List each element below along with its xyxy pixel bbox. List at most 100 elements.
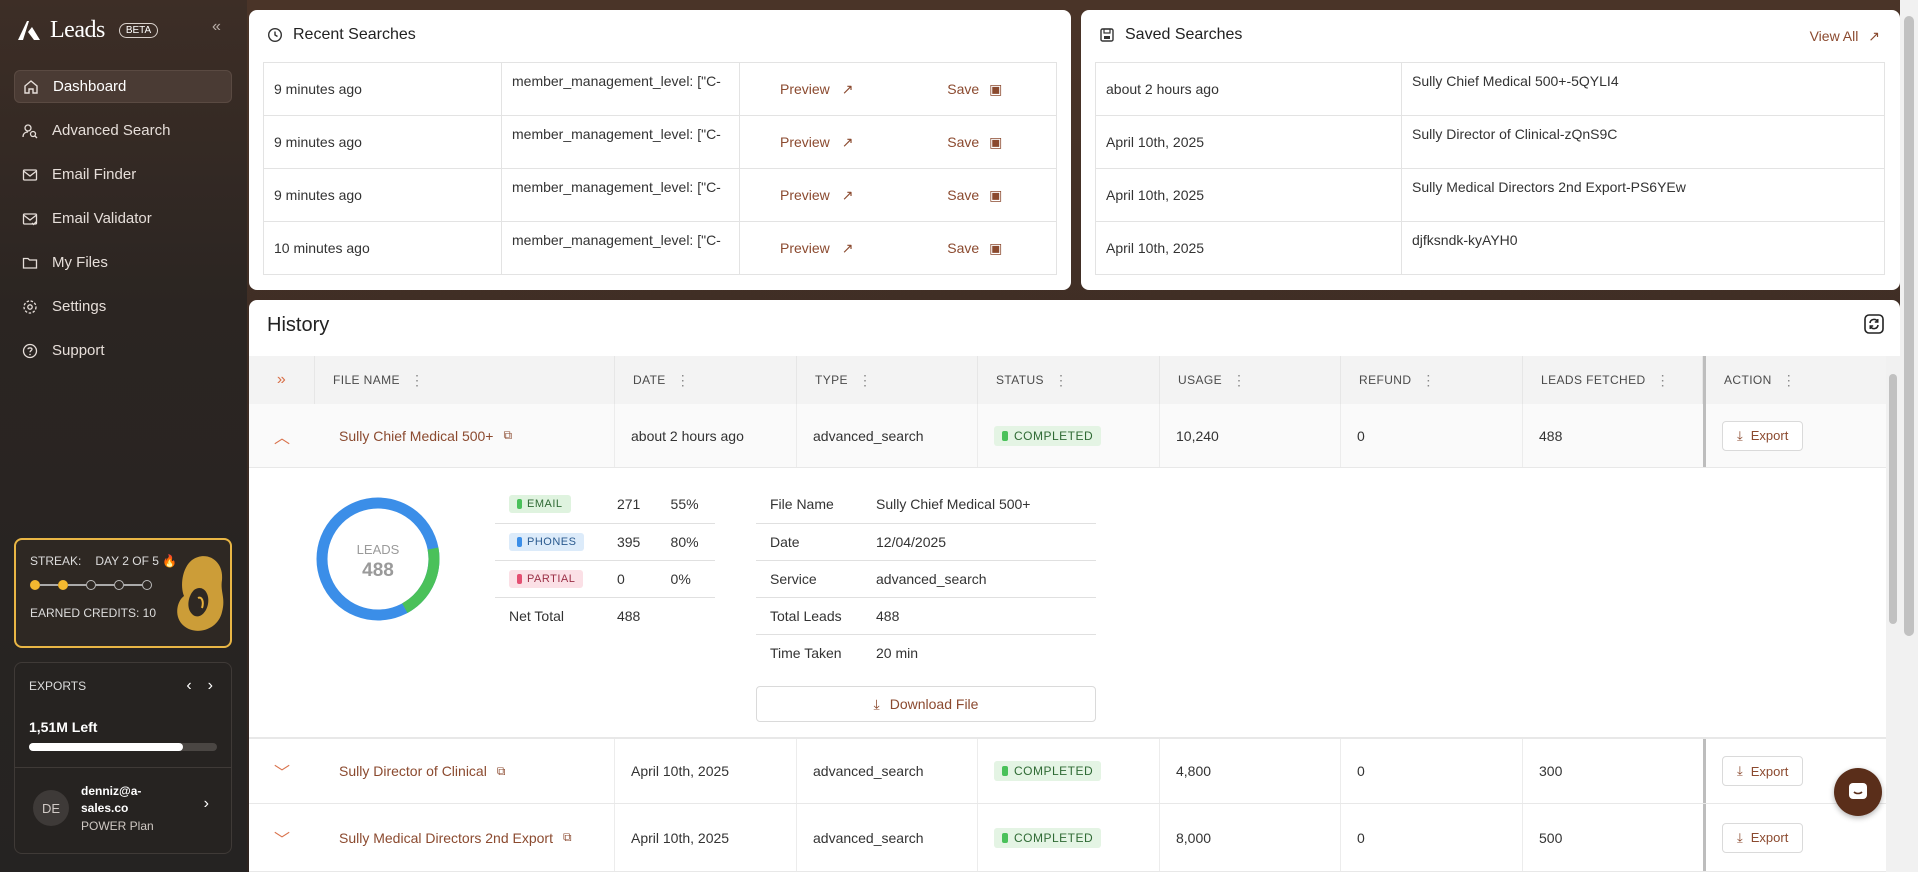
save-button[interactable]: Save ▣	[947, 186, 1003, 203]
nav-item-my-files[interactable]: My Files	[14, 246, 232, 279]
column-header-type[interactable]: TYPE ⋮	[797, 356, 978, 404]
saved-name: Sully Chief Medical 500+-5QYLI4	[1401, 62, 1885, 116]
nav-item-advanced-search[interactable]: Advanced Search	[14, 114, 232, 147]
preview-link[interactable]: Preview ↗	[780, 239, 854, 256]
row-usage: 10,240	[1160, 404, 1341, 467]
expand-all-icon[interactable]: »	[249, 356, 315, 404]
kebab-menu-icon[interactable]: ⋮	[1655, 371, 1670, 388]
nav-item-dashboard[interactable]: Dashboard	[14, 70, 232, 103]
column-header-status[interactable]: STATUS ⋮	[978, 356, 1160, 404]
user-plan: POWER Plan	[81, 819, 154, 833]
collapse-sidebar-icon[interactable]: «	[212, 18, 221, 35]
exports-progress-fill	[29, 743, 184, 751]
kebab-menu-icon[interactable]: ⋮	[1781, 371, 1797, 388]
external-link-icon: ⧉	[562, 830, 572, 844]
saved-date: April 10th, 2025	[1095, 168, 1402, 222]
nav-item-email-validator[interactable]: Email Validator	[14, 202, 232, 235]
chat-support-button[interactable]	[1834, 768, 1882, 816]
view-all-link[interactable]: View All ↗	[1809, 28, 1880, 44]
page-scrollbar[interactable]	[1900, 0, 1918, 872]
export-button[interactable]: ⤓ Export	[1722, 420, 1804, 451]
recent-query: member_management_level: ["C-	[501, 115, 740, 169]
info-key: File Name	[756, 486, 862, 524]
user-email: denniz@a-sales.co	[81, 784, 142, 815]
save-button[interactable]: Save ▣	[947, 80, 1003, 97]
info-value: advanced_search	[862, 560, 1096, 598]
download-file-button[interactable]: ⤓ Download File	[756, 686, 1096, 722]
nav-label: Support	[52, 342, 105, 359]
table-row: 10 minutes ago member_management_level: …	[263, 221, 1058, 275]
column-header-action[interactable]: ACTION ⋮	[1724, 371, 1797, 388]
column-header-date[interactable]: DATE ⋮	[615, 356, 797, 404]
kebab-menu-icon[interactable]: ⋮	[857, 371, 873, 388]
row-type: advanced_search	[797, 739, 978, 803]
file-name-link[interactable]: Sully Medical Directors 2nd Export ⧉	[315, 804, 615, 871]
file-name-link[interactable]: Sully Director of Clinical ⧉	[315, 739, 615, 803]
row-leads-fetched: 300	[1539, 763, 1563, 779]
nav-item-settings[interactable]: Settings	[14, 290, 232, 323]
recent-time: 9 minutes ago	[263, 115, 502, 169]
table-row[interactable]: April 10th, 2025 Sully Director of Clini…	[1095, 115, 1885, 169]
preview-link[interactable]: Preview ↗	[780, 186, 854, 203]
nav-label: Email Validator	[52, 210, 152, 227]
row-date: April 10th, 2025	[615, 739, 797, 803]
refresh-icon[interactable]	[1864, 314, 1884, 334]
collapse-row-icon[interactable]: ︿	[273, 429, 290, 447]
file-info-table: File Name Sully Chief Medical 500+ Date 12…	[756, 486, 1096, 671]
export-button[interactable]: ⤓ Export	[1722, 822, 1804, 853]
column-header-refund[interactable]: REFUND ⋮	[1341, 356, 1523, 404]
preview-link[interactable]: Preview ↗	[780, 80, 854, 97]
export-button[interactable]: ⤓ Export	[1722, 756, 1804, 786]
history-title: History	[267, 314, 330, 336]
chevron-left-icon[interactable]: ‹	[186, 677, 192, 694]
breakdown-pct: 80%	[656, 523, 715, 561]
save-button[interactable]: Save ▣	[947, 133, 1003, 150]
kebab-menu-icon[interactable]: ⋮	[409, 371, 425, 388]
history-table-header: » FILE NAME ⋮ DATE ⋮ TYPE ⋮ STATUS ⋮ USAGE ⋮ …	[249, 356, 1900, 404]
streak-fire-illustration-icon	[177, 556, 224, 631]
partial-type-badge: PARTIAL	[509, 569, 584, 588]
exports-left: 1,51M Left	[29, 719, 98, 735]
status-badge: COMPLETED	[978, 404, 1160, 467]
user-profile[interactable]: DE denniz@a-sales.co POWER Plan	[33, 783, 161, 833]
nav-item-support[interactable]: Support	[14, 334, 232, 367]
saved-date: April 10th, 2025	[1095, 115, 1402, 169]
expand-row-icon[interactable]: ﹀	[273, 765, 290, 782]
breakdown-pct: 55%	[656, 486, 715, 524]
expand-row-icon[interactable]: ﹀	[273, 831, 290, 849]
main-nav: Dashboard Advanced Search Email Finder E…	[14, 70, 232, 378]
exports-progress-bar	[29, 743, 217, 751]
saved-date: about 2 hours ago	[1095, 62, 1402, 116]
table-row[interactable]: April 10th, 2025 Sully Medical Directors…	[1095, 168, 1885, 222]
streak-dot	[142, 580, 152, 590]
chevron-right-icon[interactable]: ›	[203, 795, 209, 812]
arrow-up-right-icon: ↗	[841, 133, 854, 150]
recent-query: member_management_level: ["C-	[501, 62, 740, 116]
avatar: DE	[33, 790, 69, 826]
info-row: Time Taken 20 min	[756, 634, 1096, 671]
preview-link[interactable]: Preview ↗	[780, 133, 854, 150]
kebab-menu-icon[interactable]: ⋮	[1421, 371, 1436, 388]
table-row[interactable]: April 10th, 2025 djfksndk-kyAYH0	[1095, 221, 1885, 275]
table-row: ﹀ Sully Medical Directors 2nd Export ⧉ Ap…	[249, 804, 1900, 872]
table-row[interactable]: about 2 hours ago Sully Chief Medical 50…	[1095, 62, 1885, 116]
kebab-menu-icon[interactable]: ⋮	[675, 371, 691, 388]
save-button[interactable]: Save ▣	[947, 239, 1003, 256]
info-value: 20 min	[876, 644, 919, 661]
streak-dot	[58, 580, 68, 590]
column-header-leads-fetched[interactable]: LEADS FETCHED ⋮	[1523, 356, 1703, 404]
file-name-link[interactable]: Sully Chief Medical 500+ ⧉	[315, 404, 615, 467]
column-header-file-name[interactable]: FILE NAME ⋮	[315, 356, 615, 404]
nav-item-email-finder[interactable]: Email Finder	[14, 158, 232, 191]
row-refund: 0	[1341, 404, 1523, 467]
streak-card: STREAK: DAY 2 OF 5 🔥 EARNED CREDITS: 10	[14, 538, 232, 648]
column-header-usage[interactable]: USAGE ⋮	[1160, 356, 1341, 404]
info-key: Total Leads	[756, 597, 862, 635]
brand[interactable]: Leads BETA	[16, 16, 159, 44]
kebab-menu-icon[interactable]: ⋮	[1053, 371, 1069, 388]
arrow-up-right-icon: ↗	[841, 80, 854, 97]
history-scrollbar[interactable]	[1886, 356, 1900, 872]
kebab-menu-icon[interactable]: ⋮	[1232, 371, 1247, 388]
leads-logo-icon	[18, 21, 40, 40]
chevron-right-icon[interactable]: ›	[207, 677, 213, 694]
